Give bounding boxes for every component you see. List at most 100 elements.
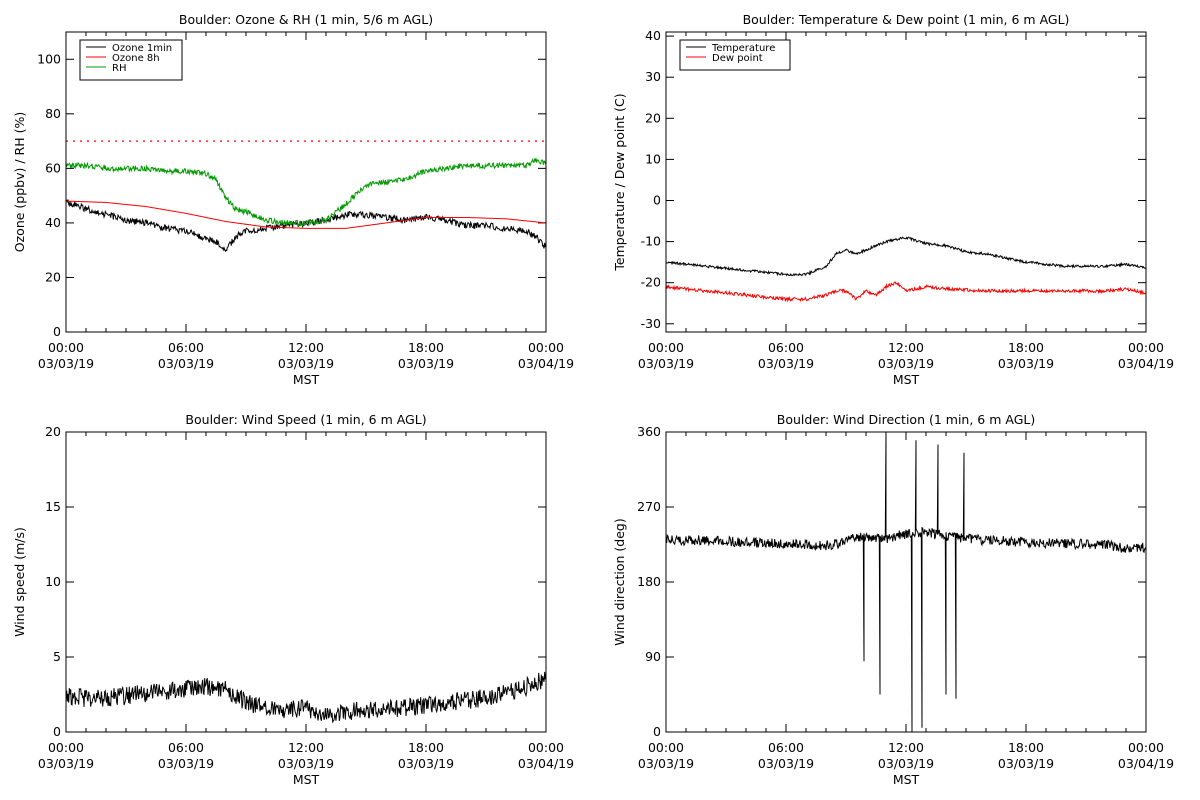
y-axis-label: Wind speed (m/s) [12, 527, 27, 637]
legend-label: Dew point [712, 53, 763, 64]
legend-box [679, 39, 791, 71]
x-tick-label: 12:00 [888, 340, 924, 355]
x-tick-label: 00:00 [648, 340, 684, 355]
y-axis-label: Temperature / Dew point (C) [612, 93, 627, 271]
x-tick-label: 03/03/19 [758, 356, 814, 371]
chart-title: Boulder: Wind Speed (1 min, 6 m AGL) [185, 412, 426, 427]
x-tick-label: 03/03/19 [998, 756, 1054, 771]
y-tick-label: 20 [645, 110, 661, 125]
x-tick-label: 00:00 [48, 340, 84, 355]
x-tick-label: 00:00 [648, 740, 684, 755]
y-tick-label: 10 [645, 151, 661, 166]
x-tick-label: 03/03/19 [878, 756, 934, 771]
x-tick-label: 03/03/19 [38, 356, 94, 371]
x-tick-label: 03/03/19 [758, 756, 814, 771]
legend-label: Ozone 8h [112, 53, 160, 64]
x-tick-label: 06:00 [168, 740, 204, 755]
series-line [65, 671, 547, 724]
y-tick-label: 90 [645, 649, 661, 664]
x-tick-label: 03/04/19 [1118, 356, 1174, 371]
y-axis-label: Ozone (ppbv) / RH (%) [12, 112, 27, 252]
legend-label: Ozone 1min [112, 43, 172, 54]
x-tick-label: 03/03/19 [998, 356, 1054, 371]
x-tick-label: 00:00 [1128, 740, 1164, 755]
plot-frame [65, 431, 547, 733]
y-tick-label: 40 [645, 28, 661, 43]
y-tick-label: 0 [53, 724, 61, 739]
series-line [66, 200, 547, 229]
y-tick-label: 30 [645, 69, 661, 84]
y-tick-label: -10 [641, 234, 661, 249]
x-tick-label: 18:00 [408, 740, 444, 755]
x-tick-label: 18:00 [408, 340, 444, 355]
plot-frame [665, 31, 1147, 333]
x-tick-label: 00:00 [1128, 340, 1164, 355]
x-tick-label: 03/03/19 [38, 756, 94, 771]
plot-frame [65, 31, 547, 333]
y-tick-label: 5 [53, 649, 61, 664]
y-tick-label: 360 [637, 424, 661, 439]
x-tick-label: 03/03/19 [878, 356, 934, 371]
x-tick-label: 12:00 [888, 740, 924, 755]
x-tick-label: 03/03/19 [398, 356, 454, 371]
x-tick-label: 12:00 [288, 740, 324, 755]
x-axis-label: MST [293, 372, 320, 387]
y-tick-label: 270 [637, 499, 661, 514]
y-axis-label: Wind direction (deg) [612, 518, 627, 645]
series-line [665, 281, 1147, 303]
y-tick-label: -30 [641, 316, 661, 331]
x-tick-label: 00:00 [528, 740, 564, 755]
x-tick-label: 03/04/19 [518, 756, 574, 771]
y-tick-label: 180 [637, 574, 661, 589]
y-tick-label: 80 [45, 106, 61, 121]
x-axis-label: MST [893, 772, 920, 787]
series-line [65, 199, 547, 253]
x-tick-label: 06:00 [768, 740, 804, 755]
plot-frame [665, 431, 1147, 733]
chart-title: Boulder: Ozone & RH (1 min, 5/6 m AGL) [179, 12, 433, 27]
x-tick-label: 03/03/19 [398, 756, 454, 771]
x-axis-label: MST [293, 772, 320, 787]
y-tick-label: 0 [53, 324, 61, 339]
y-tick-label: -20 [641, 275, 661, 290]
x-tick-label: 03/04/19 [518, 356, 574, 371]
y-tick-label: 40 [45, 215, 61, 230]
y-tick-label: 10 [45, 574, 61, 589]
chart-title: Boulder: Temperature & Dew point (1 min,… [743, 12, 1070, 27]
y-tick-label: 20 [45, 424, 61, 439]
x-tick-label: 12:00 [288, 340, 324, 355]
y-tick-label: 60 [45, 160, 61, 175]
y-tick-label: 0 [653, 724, 661, 739]
y-tick-label: 100 [37, 51, 61, 66]
chart-panel: Boulder: Wind Direction (1 min, 6 m AGL)… [612, 412, 1174, 787]
x-tick-label: 18:00 [1008, 740, 1044, 755]
x-axis-label: MST [893, 372, 920, 387]
x-tick-label: 03/03/19 [278, 356, 334, 371]
x-tick-label: 03/03/19 [158, 756, 214, 771]
x-tick-label: 00:00 [48, 740, 84, 755]
x-tick-label: 03/04/19 [1118, 756, 1174, 771]
y-tick-label: 15 [45, 499, 61, 514]
x-tick-label: 03/03/19 [278, 756, 334, 771]
legend-label: Temperature [711, 43, 775, 54]
series-line [665, 236, 1147, 277]
x-tick-label: 06:00 [768, 340, 804, 355]
chart-panel: Boulder: Ozone & RH (1 min, 5/6 m AGL)00… [12, 12, 574, 387]
chart-panel: Boulder: Wind Speed (1 min, 6 m AGL) 00:0… [12, 412, 574, 787]
y-tick-label: 0 [653, 192, 661, 207]
x-tick-label: 03/03/19 [638, 356, 694, 371]
chart-title: Boulder: Wind Direction (1 min, 6 m AGL) [777, 412, 1035, 427]
x-tick-label: 03/03/19 [638, 756, 694, 771]
x-tick-label: 18:00 [1008, 340, 1044, 355]
x-tick-label: 00:00 [528, 340, 564, 355]
x-tick-label: 03/03/19 [158, 356, 214, 371]
chart-panel: Boulder: Temperature & Dew point (1 min,… [612, 12, 1174, 387]
series-line [665, 431, 1147, 733]
x-tick-label: 06:00 [168, 340, 204, 355]
legend-label: RH [112, 63, 126, 74]
series-line [65, 157, 547, 227]
y-tick-label: 20 [45, 269, 61, 284]
